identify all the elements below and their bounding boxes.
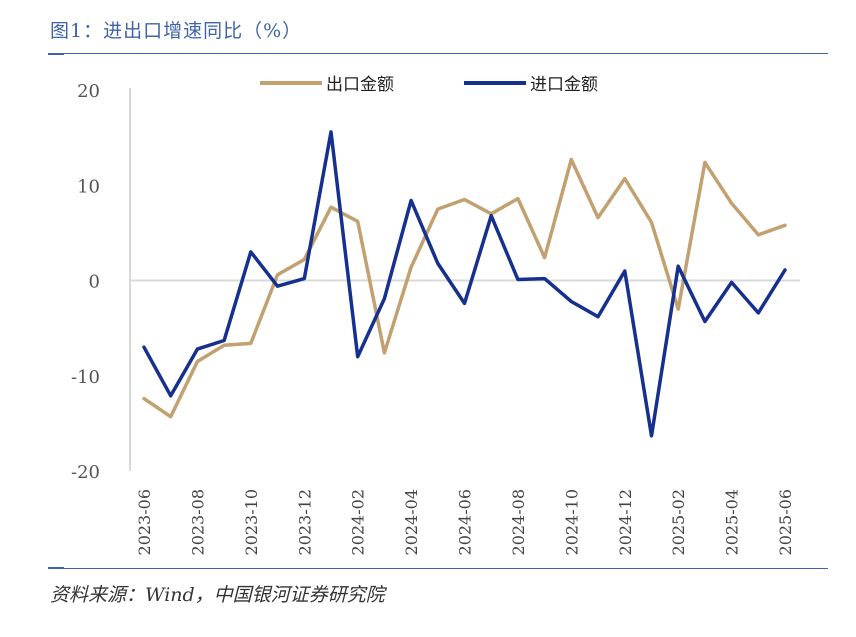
legend: 出口金额 进口金额 xyxy=(260,70,598,95)
x-tick-label: 2024-08 xyxy=(509,489,528,555)
legend-swatch-import xyxy=(464,80,526,85)
x-tick-label: 2025-06 xyxy=(776,489,795,555)
footer-rule xyxy=(48,568,828,569)
y-tick-label: 10 xyxy=(77,176,100,197)
footer-rule-mark xyxy=(48,567,64,569)
legend-label-import: 进口金额 xyxy=(530,75,598,95)
x-tick-label: 2025-02 xyxy=(669,489,688,555)
y-tick-label: -10 xyxy=(71,367,100,388)
legend-item-import: 进口金额 xyxy=(464,70,598,95)
header-rule xyxy=(48,53,828,54)
x-tick-label: 2023-08 xyxy=(188,489,207,555)
x-tick-label: 2024-10 xyxy=(562,489,581,555)
x-tick-label: 2023-06 xyxy=(135,489,154,555)
header-rule-mark xyxy=(48,53,64,55)
legend-label-export: 出口金额 xyxy=(326,75,394,95)
x-tick-label: 2024-04 xyxy=(402,489,421,555)
source-note: 资料来源：Wind，中国银河证券研究院 xyxy=(50,584,385,606)
x-tick-label: 2023-12 xyxy=(295,489,314,555)
x-tick-label: 2023-10 xyxy=(242,489,261,555)
legend-swatch-export xyxy=(260,80,322,85)
x-tick-label: 2024-02 xyxy=(349,489,368,555)
series-line-export xyxy=(142,157,787,419)
x-tick-label: 2025-04 xyxy=(723,489,742,555)
legend-item-export: 出口金额 xyxy=(260,70,394,95)
x-tick-label: 2024-06 xyxy=(456,489,475,555)
y-tick-label: -20 xyxy=(71,462,100,483)
y-tick-label: 20 xyxy=(77,81,100,102)
x-tick-label: 2024-12 xyxy=(616,489,635,555)
chart-title: 图1：进出口增速同比（%） xyxy=(50,20,303,42)
y-tick-label: 0 xyxy=(89,272,100,293)
series-line-import xyxy=(142,130,787,438)
